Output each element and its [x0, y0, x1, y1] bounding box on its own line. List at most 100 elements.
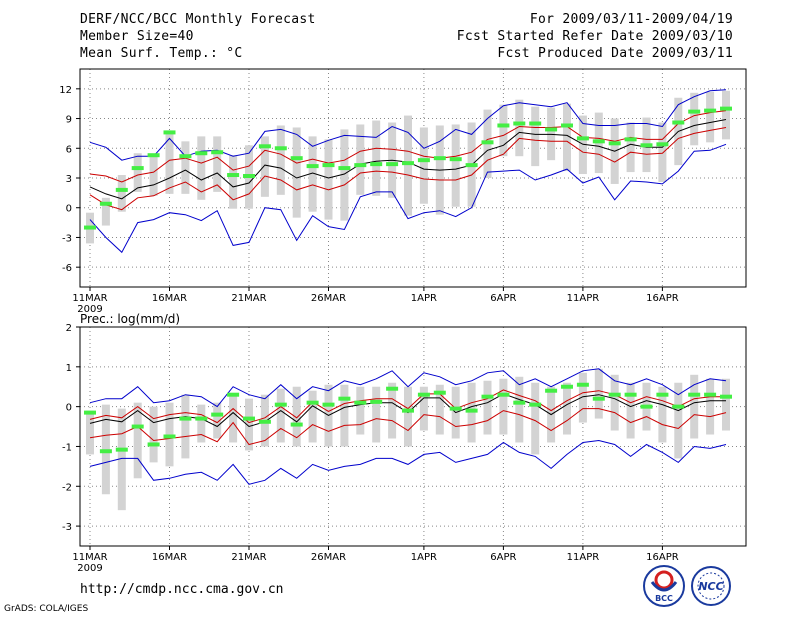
- temp-x-tick-label: 6APR: [490, 293, 516, 304]
- precip-spread-bar: [626, 382, 635, 439]
- temp-spread-bar: [372, 120, 381, 196]
- temp-obs-marker: [688, 109, 701, 114]
- logos: BCC NCC: [643, 565, 731, 607]
- temp-obs-marker: [704, 108, 717, 113]
- precip-y-tick-label: -2: [62, 482, 72, 493]
- temp-spread-bar: [197, 136, 206, 200]
- precip-obs-marker: [688, 392, 701, 397]
- precip-obs-marker: [131, 424, 144, 429]
- temp-obs-marker: [608, 141, 621, 146]
- precip-spread-bar: [388, 382, 397, 439]
- precip-spread-bar: [419, 386, 428, 431]
- temp-obs-marker: [243, 174, 255, 179]
- precip-spread-bar: [658, 386, 667, 443]
- precip-obs-marker: [354, 400, 367, 405]
- precip-obs-marker: [227, 392, 240, 397]
- precip-x-tick-label: 21MAR: [231, 552, 266, 563]
- precip-obs-marker: [338, 396, 351, 401]
- precip-obs-marker: [211, 412, 224, 417]
- precip-obs-marker: [147, 442, 160, 447]
- chart-title: DERF/NCC/BCC Monthly Forecast: [80, 12, 316, 27]
- temp-obs-marker: [131, 166, 144, 171]
- precip-frame: [79, 326, 747, 547]
- precip-obs-marker: [179, 416, 192, 421]
- precip-obs-marker: [99, 449, 112, 454]
- temp-obs-marker: [115, 187, 128, 192]
- precip-x-tick-label: 1APR: [411, 552, 437, 563]
- temp-obs-marker: [370, 162, 383, 167]
- member-size: Member Size=40: [80, 29, 194, 44]
- temp-obs-marker: [402, 161, 414, 166]
- precip-obs-marker: [481, 394, 494, 399]
- temp-spread-bar: [356, 124, 365, 195]
- temp-obs-marker: [147, 153, 160, 158]
- precip-spread-bar: [229, 394, 238, 443]
- precip-spread-bar: [276, 388, 285, 443]
- precip-spread-bar: [706, 378, 715, 435]
- temp-obs-marker: [624, 137, 637, 142]
- temp-spread-bar: [340, 129, 349, 221]
- temp-spread-bar: [229, 155, 238, 209]
- temp-obs-marker: [433, 156, 446, 161]
- precip-spread-bar: [531, 382, 540, 455]
- precip-spread-bar: [133, 402, 142, 479]
- temp-spread-bar: [165, 130, 174, 194]
- temp-lower_blue-line: [89, 143, 727, 254]
- temp-x-tick-label: 26MAR: [311, 293, 346, 304]
- website-url[interactable]: http://cmdp.ncc.cma.gov.cn: [80, 582, 284, 597]
- precip-obs-marker: [243, 416, 255, 421]
- precip-x-tick-label: 16MAR: [152, 552, 187, 563]
- temp-obs-marker: [179, 154, 192, 159]
- temp-obs-marker: [529, 121, 542, 126]
- precip-obs-marker: [640, 404, 653, 409]
- temp-obs-marker: [84, 225, 96, 230]
- precip-spread-bar: [594, 368, 603, 419]
- precip-spread-bar: [499, 378, 508, 435]
- precip-spread-bar: [515, 376, 524, 443]
- precip-panel: 2 1 0 -1 -2 -3 11MAR 16MAR 21MAR 26MAR 1APR 6APR 11A…: [62, 323, 747, 574]
- precip-obs-marker: [529, 402, 542, 407]
- precip-obs-marker: [290, 422, 303, 427]
- precip-upper_blue-line: [89, 368, 727, 408]
- precip-obs-marker: [720, 394, 732, 399]
- precip-x-tick-label: 6APR: [490, 552, 516, 563]
- temp-obs-marker: [592, 139, 605, 144]
- temp-spread-bar: [101, 197, 110, 226]
- ncc-logo: NCC: [691, 566, 731, 606]
- temp-obs-marker: [258, 144, 271, 149]
- precip-spread-bar: [197, 404, 206, 443]
- precip-obs-marker: [656, 392, 669, 397]
- precip-spread-bar: [404, 386, 412, 447]
- precip-x-tick-label: 26MAR: [311, 552, 346, 563]
- temp-spread-bar: [149, 155, 158, 196]
- temp-obs-marker: [561, 123, 573, 128]
- temp-obs-marker: [322, 163, 335, 168]
- temp-y-tick-label: 9: [66, 115, 72, 126]
- precip-spread-bar: [722, 378, 730, 431]
- temp-obs-marker: [274, 146, 287, 151]
- precip-lower_red-line: [89, 408, 727, 446]
- temp-spread-bar: [531, 106, 540, 167]
- refer-date: Fcst Started Refer Date 2009/03/10: [456, 29, 733, 44]
- precip-x-tick-label: 11MAR: [72, 552, 107, 563]
- precip-obs-marker: [561, 384, 573, 389]
- temp-obs-marker: [306, 164, 319, 169]
- variable-label: Mean Surf. Temp.: °C: [80, 46, 243, 61]
- temp-obs-marker: [417, 158, 430, 163]
- temp-spread-bar: [563, 103, 571, 172]
- temp-obs-marker: [640, 143, 653, 148]
- temp-spread-bar: [658, 122, 667, 182]
- temp-x-tick-label: 1APR: [411, 293, 437, 304]
- temp-spread-bar: [451, 124, 460, 207]
- precip-y-tick-label: 2: [66, 323, 72, 334]
- temp-upper_red-line: [89, 110, 727, 183]
- precip-spread-bar: [578, 372, 587, 423]
- temp-spread-bar: [308, 136, 317, 212]
- precip-obs-marker: [704, 392, 717, 397]
- precip-obs-marker: [258, 419, 271, 424]
- temp-obs-marker: [338, 166, 351, 171]
- temp-y-tick-label: 6: [66, 144, 72, 155]
- precip-lower_blue-line: [89, 439, 727, 485]
- forecast-period: For 2009/03/11-2009/04/19: [529, 12, 733, 27]
